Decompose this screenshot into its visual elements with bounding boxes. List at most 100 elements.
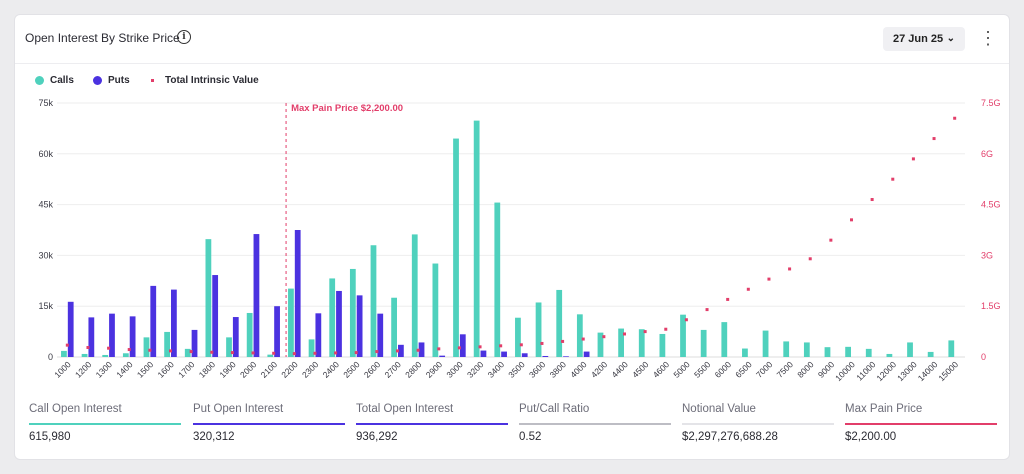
y-left-tick-label: 75k — [38, 98, 53, 108]
x-tick-label: 3600 — [527, 359, 548, 380]
calls-bar — [618, 328, 624, 357]
tiv-point — [354, 351, 358, 355]
tiv-point — [251, 351, 255, 355]
puts-bar — [150, 285, 157, 357]
puts-bar — [480, 350, 487, 357]
x-tick-label: 1800 — [197, 359, 218, 380]
x-tick-label: 6500 — [733, 359, 754, 380]
puts-bar — [67, 301, 74, 357]
calls-bar — [349, 268, 356, 357]
card-title: Open Interest By Strike Price — [25, 31, 180, 45]
tiv-point — [581, 337, 585, 341]
x-tick-label: 1400 — [114, 359, 135, 380]
x-tick-label: 2300 — [300, 359, 321, 380]
x-tick-label: 2700 — [382, 359, 403, 380]
calls-bar — [865, 348, 872, 357]
puts-bar — [356, 295, 363, 357]
chevron-down-icon: ⌄ — [946, 33, 955, 44]
tiv-point — [767, 277, 771, 281]
puts-bar — [439, 355, 446, 357]
calls-bar — [81, 353, 88, 357]
calls-bar — [288, 288, 294, 357]
calls-bar — [308, 339, 315, 357]
calls-bar — [597, 332, 604, 357]
tiv-point — [396, 349, 399, 353]
x-tick-label: 2200 — [279, 359, 300, 380]
calls-bar — [494, 202, 501, 357]
stat-call-open-interest: Call Open Interest 615,980 — [29, 403, 181, 443]
stat-underline — [682, 423, 834, 425]
stat-value: 0.52 — [519, 431, 542, 443]
stat-label: Call Open Interest — [29, 403, 122, 415]
y-right-tick-label: 1.5G — [981, 301, 1001, 311]
stat-value: 320,312 — [193, 431, 235, 443]
tiv-point — [540, 341, 544, 345]
tiv-point — [850, 218, 853, 222]
stat-max-pain-price: Max Pain Price $2,200.00 — [845, 403, 997, 443]
card-header: Open Interest By Strike Price i 27 Jun 2… — [15, 15, 1009, 64]
tiv-point — [808, 257, 812, 261]
puts-bar — [294, 230, 301, 357]
tiv-point — [272, 351, 276, 355]
calls-bar — [226, 337, 232, 357]
expiry-date-dropdown[interactable]: 27 Jun 25 ⌄ — [883, 27, 965, 51]
puts-bar — [171, 289, 177, 357]
tiv-point — [829, 238, 833, 242]
y-right-tick-label: 7.5G — [981, 98, 1001, 108]
tiv-point — [623, 332, 626, 336]
tiv-point — [375, 350, 379, 354]
calls-bar — [143, 337, 150, 357]
tiv-point — [210, 350, 214, 354]
puts-bar — [459, 334, 466, 357]
stat-put-call-ratio: Put/Call Ratio 0.52 — [519, 403, 671, 443]
stat-value: $2,200.00 — [845, 431, 897, 443]
x-tick-label: 6000 — [713, 359, 734, 380]
more-vertical-icon[interactable]: ⋮ — [979, 28, 997, 48]
puts-bar — [377, 313, 384, 357]
tiv-point — [65, 343, 69, 347]
x-tick-label: 4200 — [589, 359, 610, 380]
calls-bar — [164, 331, 170, 357]
calls-bar — [762, 330, 769, 357]
puts-bar — [563, 356, 569, 357]
expiry-date-label: 27 Jun 25 — [893, 33, 944, 45]
stat-label: Total Open Interest — [356, 403, 454, 415]
x-tick-label: 2600 — [362, 359, 383, 380]
puts-bar — [315, 313, 322, 357]
calls-bar — [576, 314, 583, 357]
max-pain-label: Max Pain Price $2,200.00 — [291, 103, 403, 114]
puts-bar — [129, 316, 136, 357]
stat-value: 615,980 — [29, 431, 71, 443]
x-tick-label: 11000 — [854, 359, 878, 383]
summary-stats: Call Open Interest 615,980 Put Open Inte… — [15, 403, 1011, 455]
calls-bar — [535, 302, 542, 357]
calls-bar — [205, 239, 212, 357]
x-tick-label: 2100 — [259, 359, 280, 380]
puts-bar — [521, 353, 528, 357]
x-tick-label: 1200 — [73, 359, 94, 380]
tiv-point — [499, 344, 503, 348]
tiv-point — [292, 352, 296, 356]
x-tick-label: 4400 — [609, 359, 630, 380]
x-tick-label: 2400 — [321, 359, 342, 380]
puts-legend-dot — [93, 76, 102, 85]
tiv-point — [478, 345, 482, 349]
info-icon[interactable]: i — [177, 30, 191, 44]
y-left-tick-label: 45k — [38, 200, 53, 210]
legend-label-calls: Calls — [50, 75, 74, 86]
calls-bar — [783, 341, 790, 357]
tiv-point — [107, 346, 111, 350]
puts-bar — [232, 317, 239, 357]
puts-bar — [88, 317, 95, 357]
y-left-tick-label: 60k — [38, 149, 53, 159]
y-left-tick-label: 30k — [38, 250, 53, 260]
stat-underline — [29, 423, 181, 425]
stat-label: Max Pain Price — [845, 403, 923, 415]
calls-bar — [246, 312, 253, 357]
tiv-point — [788, 267, 792, 271]
calls-bar — [742, 348, 748, 357]
x-tick-label: 2000 — [238, 359, 259, 380]
puts-bar — [253, 234, 260, 357]
tiv-point — [437, 347, 441, 351]
